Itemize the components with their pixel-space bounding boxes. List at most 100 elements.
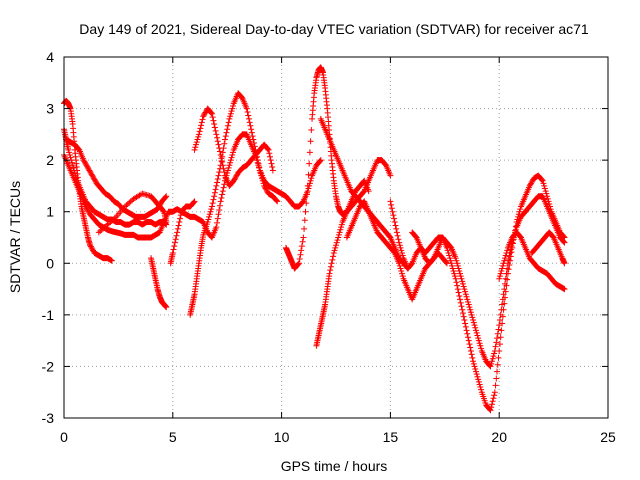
data-point	[213, 131, 220, 138]
data-point	[219, 162, 226, 169]
data-point	[408, 261, 415, 268]
data-point	[85, 208, 92, 215]
series-track-o	[409, 193, 568, 370]
data-point	[243, 105, 250, 112]
data-point	[317, 157, 324, 164]
data-point	[216, 202, 223, 209]
data-point	[257, 170, 264, 177]
y-axis-label: SDTVAR / TECUs	[7, 181, 23, 293]
data-point	[263, 186, 270, 193]
data-point	[217, 151, 224, 158]
data-point	[504, 247, 511, 254]
series-track-f	[148, 255, 170, 311]
data-point	[169, 249, 176, 256]
data-point	[539, 177, 546, 184]
data-point	[232, 173, 239, 180]
data-point	[216, 206, 223, 213]
data-point	[470, 317, 477, 324]
series-track-i	[191, 105, 276, 189]
series-track-c	[61, 151, 198, 241]
data-point	[457, 270, 464, 277]
data-point	[101, 224, 108, 231]
data-point	[227, 159, 234, 166]
data-point	[121, 203, 128, 210]
data-point	[300, 234, 307, 241]
data-point	[334, 237, 341, 244]
data-point	[488, 404, 495, 411]
data-point	[516, 208, 523, 215]
data-point	[491, 392, 498, 399]
data-point	[211, 193, 218, 200]
data-point	[445, 249, 452, 256]
data-point	[506, 253, 513, 260]
data-point	[503, 249, 510, 256]
data-point	[216, 148, 223, 155]
data-point	[463, 327, 470, 334]
data-point	[297, 251, 304, 258]
data-point	[388, 205, 395, 212]
data-point	[65, 146, 72, 153]
data-point	[391, 249, 398, 256]
data-point	[467, 347, 474, 354]
data-point	[248, 129, 255, 136]
data-point	[200, 113, 207, 120]
data-point	[495, 354, 502, 361]
data-point	[247, 122, 254, 129]
data-point	[190, 199, 197, 206]
series-track-h	[187, 90, 281, 318]
data-point	[528, 180, 535, 187]
data-point	[296, 260, 303, 267]
data-point	[207, 208, 214, 215]
data-point	[216, 169, 223, 176]
data-point	[204, 219, 211, 226]
data-point	[502, 255, 509, 262]
data-point	[430, 255, 437, 262]
data-point	[160, 207, 167, 214]
data-point	[498, 327, 505, 334]
data-point	[496, 273, 503, 280]
data-point	[393, 229, 400, 236]
data-point	[461, 286, 468, 293]
series-track-j	[282, 64, 372, 272]
data-point	[386, 233, 393, 240]
data-point	[208, 109, 215, 116]
data-point	[217, 198, 224, 205]
data-point	[397, 265, 404, 272]
data-point	[221, 140, 228, 147]
data-point	[210, 196, 217, 203]
data-point	[468, 311, 475, 318]
data-point	[308, 127, 315, 134]
data-point	[75, 145, 82, 152]
data-point	[447, 243, 454, 250]
data-point	[504, 265, 511, 272]
data-point	[305, 185, 312, 192]
data-point	[89, 246, 96, 253]
data-point	[261, 184, 268, 191]
data-point	[264, 188, 271, 195]
data-point	[244, 109, 251, 116]
data-point	[226, 162, 233, 169]
data-point	[458, 275, 465, 282]
data-point	[470, 358, 477, 365]
data-point	[224, 122, 231, 129]
data-point	[453, 279, 460, 286]
data-point	[459, 310, 466, 317]
data-point	[544, 195, 551, 202]
data-point	[456, 292, 463, 299]
data-point	[478, 386, 485, 393]
x-tick-label: 15	[383, 429, 399, 445]
data-point	[248, 126, 255, 133]
data-point	[220, 184, 227, 191]
data-point	[398, 268, 405, 275]
data-point	[338, 224, 345, 231]
data-point	[95, 229, 102, 236]
data-point	[177, 215, 184, 222]
data-point	[329, 256, 336, 263]
data-point	[213, 182, 220, 189]
data-point	[68, 159, 75, 166]
data-point	[528, 179, 535, 186]
data-point	[472, 324, 479, 331]
data-point	[200, 112, 207, 119]
data-point	[223, 129, 230, 136]
data-point	[493, 339, 500, 346]
